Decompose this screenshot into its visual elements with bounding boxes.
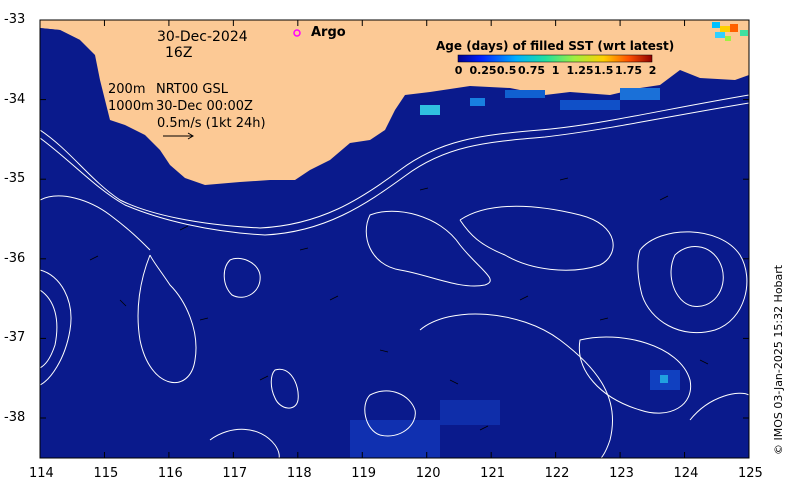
colorbar-tick-label: 0 [454,64,463,77]
y-tick-label: -35 [4,171,26,187]
map-hour: 16Z [165,45,193,61]
colorbar [457,54,653,63]
colorbar-title: Age (days) of filled SST (wrt latest) [436,39,675,53]
argo-marker-icon [293,29,301,37]
x-tick-label: 117 [222,466,248,481]
colorbar-tick-label: 0.75 [517,64,546,77]
depth-200-label: 200m [108,82,146,97]
y-tick-label: -33 [4,12,26,27]
colorbar-tick-label: 1.75 [614,64,643,77]
colorbar-tick-label: 1 [551,64,560,77]
x-tick-label: 115 [93,466,119,481]
axes-frame [39,19,750,459]
x-tick-label: 124 [673,466,699,481]
y-tick-label: -38 [4,410,26,425]
vector-scale-label: 0.5m/s (1kt 24h) [157,116,266,131]
product-name: NRT00 GSL [156,82,228,97]
sst-age-patches [350,22,748,458]
ssh-contours [40,94,749,458]
x-tick-label: 125 [738,466,763,481]
colorbar-tick-label: 0.5 [496,64,517,77]
argo-legend-label: Argo [311,25,346,40]
current-vectors [89,177,709,431]
y-tick-label: -34 [4,91,26,107]
y-tick-label: -37 [4,330,26,346]
colorbar-tick-label: 1.25 [566,64,594,77]
product-time: 30-Dec 00:00Z [156,99,253,114]
colorbar-tick-label: 2 [648,64,657,77]
x-tick-label: 118 [286,466,312,481]
x-tick-label: 120 [415,466,441,481]
x-tick-label: 123 [609,466,634,481]
x-tick-label: 114 [29,466,54,481]
map-date: 30-Dec-2024 [157,29,248,45]
x-tick-label: 116 [157,466,183,481]
y-tick-label: -36 [4,250,26,266]
colorbar-tick-label: 1.5 [593,64,614,77]
x-tick-label: 122 [544,466,570,481]
credit-text: © IMOS 03-Jan-2025 15:32 Hobart [772,264,785,455]
depth-1000-label: 1000m [108,99,154,114]
x-tick-label: 121 [480,466,505,481]
x-tick-label: 119 [351,466,377,481]
colorbar-tick-label: 0.25 [469,64,497,77]
